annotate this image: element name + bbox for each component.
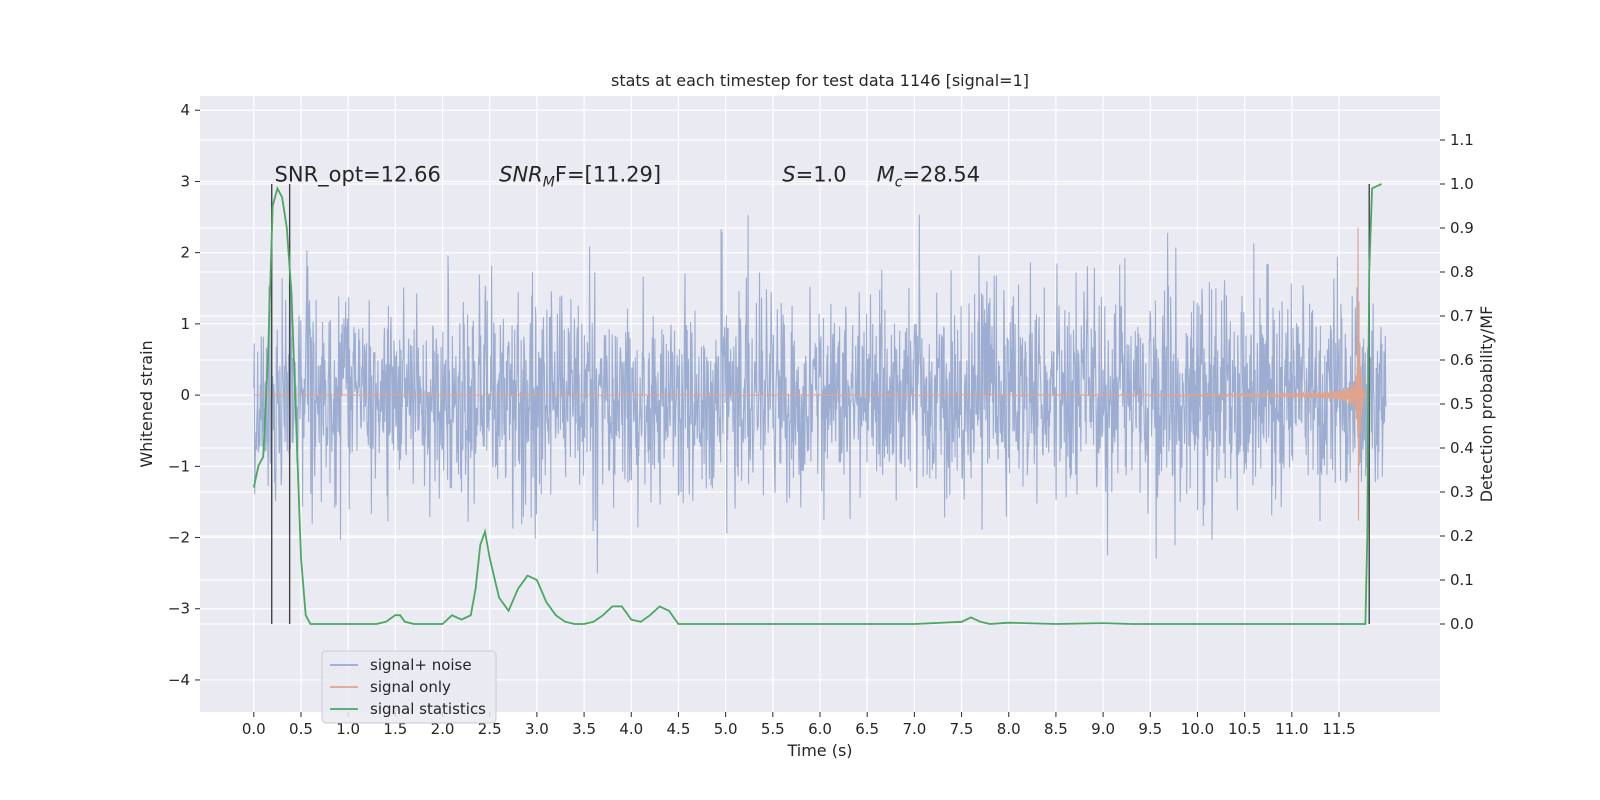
x-tick-label: 11.5: [1322, 720, 1355, 738]
y-right-tick-label: 0.7: [1450, 307, 1474, 325]
y-right-tick-label: 0.2: [1450, 527, 1474, 545]
x-tick-label: 10.5: [1228, 720, 1261, 738]
series-line-signal-only: [253, 227, 1366, 521]
y-right-tick-label: 0.9: [1450, 219, 1474, 237]
y-axis-right-label: Detection probability/MF: [1477, 306, 1496, 503]
annotation-base: SNR: [499, 162, 543, 186]
y-right-tick-label: 0.4: [1450, 439, 1474, 457]
legend-box: [321, 650, 497, 724]
x-tick-label: 9.0: [1091, 720, 1115, 738]
x-tick-label: 6.0: [808, 720, 832, 738]
y-left-tick-label: −3: [168, 600, 190, 618]
y-right-tick-label: 0.3: [1450, 483, 1474, 501]
y-right-tick-label: 0.1: [1450, 571, 1474, 589]
x-axis-label: Time (s): [786, 741, 852, 760]
legend-entry: signal only: [370, 678, 451, 696]
y-left-tick-label: 4: [180, 101, 190, 119]
x-tick-label: 6.5: [855, 720, 879, 738]
series-signal-statistics: [252, 183, 1382, 625]
x-tick-label: 8.0: [997, 720, 1021, 738]
x-tick-label: 7.5: [950, 720, 974, 738]
legend: signal+ noise signal only signal statistic…: [321, 650, 497, 724]
x-tick-label: 1.0: [336, 720, 360, 738]
annotation-subscript: M: [543, 174, 555, 190]
x-tick-label: 2.5: [478, 720, 502, 738]
x-tick-label: 5.0: [714, 720, 738, 738]
x-tick-label: 11.0: [1275, 720, 1308, 738]
y-right-tick-label: 1.0: [1450, 175, 1474, 193]
x-tick-label: 3.5: [572, 720, 596, 738]
x-tick-label: 8.5: [1044, 720, 1068, 738]
x-tick-label: 5.5: [761, 720, 785, 738]
annotation-snr-opt: SNR_opt=12.66: [275, 162, 441, 187]
annotation-rest: =28.54: [902, 162, 980, 186]
y-left-tick-label: 1: [180, 315, 190, 333]
x-tick-label: 2.0: [431, 720, 455, 738]
annotation-s-value: S=1.0: [782, 162, 846, 186]
x-tick-label: 4.5: [667, 720, 691, 738]
x-tick-label: 0.5: [289, 720, 313, 738]
annotation-rest: =1.0: [796, 162, 847, 186]
series-signal-only: [253, 227, 1366, 521]
annotation-mc-value: Mc=28.54: [877, 162, 981, 190]
y-left-tick-label: −2: [168, 529, 190, 547]
y-right-tick-label: 0.6: [1450, 351, 1474, 369]
series-line-signal-noise: [253, 214, 1387, 574]
annotations: SNR_opt=12.66 SNRMF=[11.29] S=1.0 Mc=28.54: [275, 162, 981, 190]
y-left-tick-label: −4: [168, 671, 190, 689]
y-left-tick-label: 0: [180, 386, 190, 404]
x-tick-label: 1.5: [383, 720, 407, 738]
x-tick-label: 9.5: [1138, 720, 1162, 738]
y-right-tick-label: 1.1: [1450, 131, 1474, 149]
x-tick-label: 3.0: [525, 720, 549, 738]
x-tick-label: 0.0: [242, 720, 266, 738]
legend-entry: signal statistics: [370, 700, 486, 718]
y-left-tick-label: 2: [180, 244, 190, 262]
annotation-subscript: c: [895, 174, 903, 190]
x-tick-label: 10.0: [1181, 720, 1214, 738]
annotation-snr-mf: SNRMF=[11.29]: [499, 162, 661, 190]
y-axis-left-label: Whitened strain: [137, 340, 156, 467]
chart-title: stats at each timestep for test data 114…: [611, 71, 1029, 90]
annotation-base: M: [877, 162, 895, 186]
x-tick-label: 7.0: [902, 720, 926, 738]
y-right-tick-label: 0.0: [1450, 615, 1474, 633]
series-line-signal-statistics: [252, 183, 1382, 625]
annotation-rest: F=[11.29]: [555, 162, 661, 186]
x-tick-label: 4.0: [619, 720, 643, 738]
y-left-tick-label: −1: [168, 457, 190, 475]
annotation-base: S: [782, 162, 795, 186]
series-signal-noise: [253, 214, 1387, 574]
y-right-tick-label: 0.5: [1450, 395, 1474, 413]
y-axis-right-ticks: 0.0 0.1 0.2 0.3 0.4 0.5 0.6 0.7 0.8 0.9 1.0 1.1: [1440, 131, 1474, 633]
y-axis-left-ticks: −4 −3 −2 −1 0 1 2 3 4: [168, 101, 200, 689]
y-left-tick-label: 3: [180, 172, 190, 190]
legend-entry: signal+ noise: [370, 656, 472, 674]
x-axis-ticks: 0.0 0.5 1.0 1.5 2.0 2.5 3.0 3.5 4.0 4.5 5.0 5.5 6.0 6…: [242, 712, 1356, 738]
y-right-tick-label: 0.8: [1450, 263, 1474, 281]
